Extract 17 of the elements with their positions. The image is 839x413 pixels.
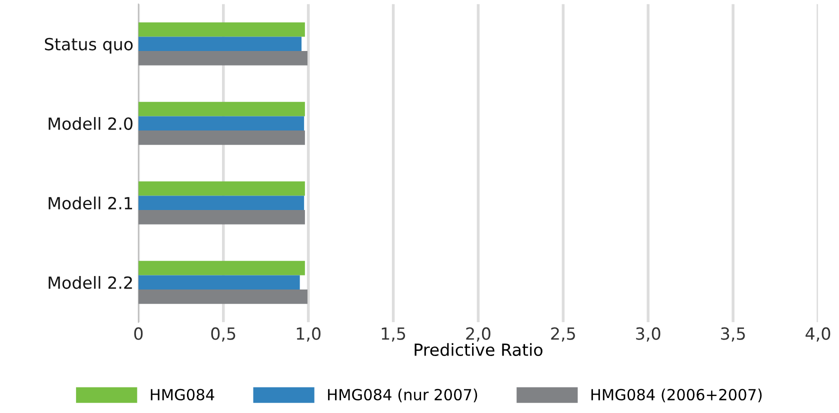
x-axis-title: Predictive Ratio	[414, 343, 542, 356]
y-tick-label: Modell 2.0	[48, 117, 132, 130]
x-tick-label: 3,5	[721, 327, 745, 342]
x-tick-label: 3,0	[636, 327, 660, 342]
x-tick-label: 0,5	[211, 327, 236, 342]
x-tick-label: 2,0	[466, 327, 490, 342]
y-tick-label: Modell 2.1	[48, 196, 132, 210]
legend-label: HMG084 (2006+2007)	[591, 388, 762, 402]
y-tick-label: Modell 2.2	[48, 276, 132, 289]
x-tick-label: 2,5	[551, 327, 575, 342]
y-tick-label: Status quo	[44, 38, 133, 54]
x-tick-label: 1,5	[382, 328, 406, 342]
x-tick-label: 1,0	[296, 327, 320, 342]
x-tick-label: 4,0	[806, 327, 830, 342]
legend-label: HMG084	[150, 388, 214, 400]
x-tick-label: 0	[134, 327, 143, 340]
legend-label: HMG084 (nur 2007)	[328, 388, 478, 402]
